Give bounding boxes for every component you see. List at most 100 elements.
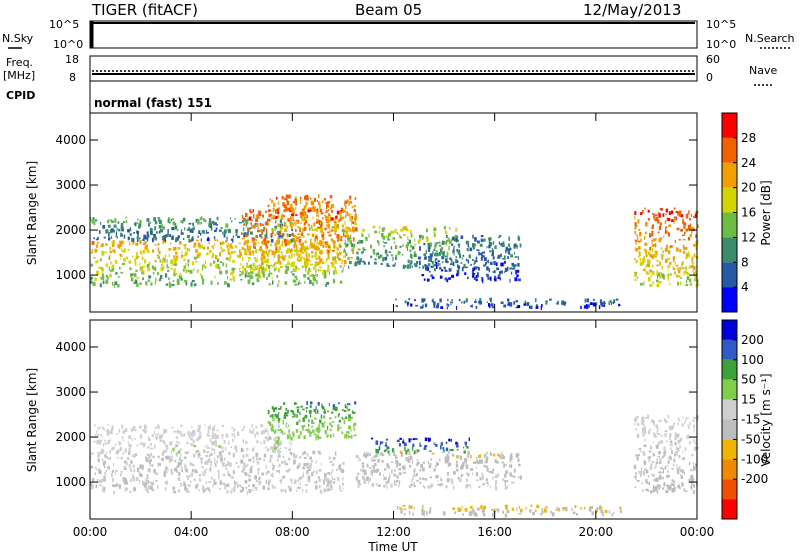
- power-cell-2: [277, 240, 279, 245]
- power-cell-5: [508, 236, 510, 241]
- power-cell-3: [275, 209, 277, 214]
- power-cell-5: [505, 246, 508, 251]
- velocity-cell-5: [591, 511, 594, 516]
- power-cell-0: [333, 240, 336, 244]
- velocity-cell-5: [477, 507, 480, 511]
- velocity-cell-1: [222, 437, 224, 439]
- power-cell-0: [159, 277, 161, 282]
- velocity-cell-2: [294, 415, 297, 418]
- power-cell-3: [286, 198, 288, 202]
- power-cell-2: [252, 250, 255, 253]
- power-cell-5: [441, 242, 444, 245]
- power-cell-7: [678, 275, 681, 278]
- power-cell-0: [241, 247, 244, 250]
- velocity-cell-6: [695, 464, 698, 467]
- power-cell-5: [427, 266, 429, 271]
- power-cell-7: [660, 208, 663, 211]
- velocity-cell-6: [634, 486, 637, 489]
- velocity-cell-1: [128, 443, 132, 448]
- velocity-cell-0: [118, 484, 122, 489]
- power-cell-4: [416, 261, 418, 264]
- power-cell-7: [688, 210, 690, 215]
- velocity-cell-1: [260, 442, 262, 445]
- velocity-cell-1: [130, 428, 132, 431]
- velocity-cell-0: [132, 478, 135, 482]
- power-cell-6: [395, 305, 399, 308]
- velocity-cell-4: [465, 472, 469, 475]
- power-cell-2: [275, 215, 278, 219]
- velocity-cell-1: [197, 436, 201, 440]
- time-tick-label: 16:00: [477, 525, 512, 539]
- power-cell-6: [486, 301, 488, 303]
- velocity-cell-3: [440, 445, 442, 450]
- velocity-cell-4: [518, 476, 520, 479]
- power-cell-1: [147, 222, 150, 227]
- power-cell-2: [272, 265, 274, 269]
- nsky-tick-top: 10^5: [49, 18, 79, 31]
- power-cell-3: [334, 219, 336, 222]
- velocity-cell-6: [674, 442, 677, 446]
- power-cell-5: [498, 274, 501, 276]
- velocity-cell-2: [288, 429, 290, 433]
- velocity-cell-4: [429, 476, 432, 479]
- velocity-cell-2: [348, 430, 350, 434]
- velocity-cell-6: [645, 488, 649, 492]
- power-cell-7: [652, 212, 654, 215]
- velocity-cell-1: [251, 447, 254, 452]
- velocity-cell-4: [430, 458, 433, 461]
- power-cell-3: [345, 211, 347, 214]
- power-cell-2: [263, 254, 265, 257]
- velocity-cell-0: [184, 486, 187, 491]
- velocity-cell-2: [338, 402, 340, 405]
- power-cell-6: [415, 304, 418, 307]
- power-cell-7: [652, 224, 654, 228]
- velocity-cell-5: [506, 509, 510, 514]
- power-cell-7: [666, 217, 668, 221]
- power-cell-5: [485, 273, 489, 276]
- velocity-cell-6: [671, 451, 673, 454]
- power-cell-7: [659, 275, 662, 279]
- velocity-cell-6: [663, 482, 666, 487]
- power-cell-2: [241, 214, 243, 219]
- power-cell-3: [288, 218, 291, 221]
- power-cell-0: [276, 275, 279, 278]
- velocity-cell-0: [255, 486, 258, 491]
- velocity-cell-0: [306, 465, 308, 469]
- power-cell-1: [154, 226, 157, 231]
- velocity-cell-6: [683, 457, 686, 460]
- power-cell-0: [255, 249, 258, 254]
- velocity-cell-5: [536, 504, 539, 509]
- power-cell-5: [499, 271, 501, 274]
- velocity-cell-6: [693, 416, 696, 420]
- power-cell-0: [119, 253, 122, 256]
- velocity-cell-5: [454, 511, 457, 515]
- power-cell-0: [236, 254, 240, 258]
- velocity-cell-1: [186, 441, 189, 445]
- velocity-cell-1: [134, 429, 137, 432]
- velocity-cell-1: [204, 445, 206, 448]
- power-cell-0: [293, 253, 296, 257]
- velocity-cell-3: [375, 448, 377, 453]
- velocity-cell-1: [121, 436, 124, 439]
- power-cell-7: [645, 223, 648, 227]
- power-cell-0: [142, 265, 145, 268]
- velocity-cell-1: [252, 431, 254, 435]
- power-cell-5: [474, 266, 477, 270]
- power-cell-1: [249, 227, 252, 230]
- velocity-cell-4: [513, 482, 515, 484]
- velocity-cell-0: [216, 460, 218, 464]
- power-cell-6: [589, 302, 593, 305]
- velocity-cell-0: [146, 477, 149, 480]
- power-cell-7: [647, 259, 649, 263]
- power-cell-1: [213, 236, 216, 239]
- velocity-cell-2: [270, 427, 273, 431]
- power-cell-3: [298, 227, 301, 232]
- power-cell-5: [443, 266, 446, 269]
- velocity-cell-4: [481, 472, 484, 477]
- power-cell-2: [335, 215, 338, 219]
- velocity-cell-6: [662, 487, 665, 490]
- power-cell-1: [249, 231, 253, 235]
- velocity-cell-1: [96, 440, 100, 445]
- velocity-cell-4: [430, 483, 434, 487]
- velocity-cell-4: [416, 461, 420, 465]
